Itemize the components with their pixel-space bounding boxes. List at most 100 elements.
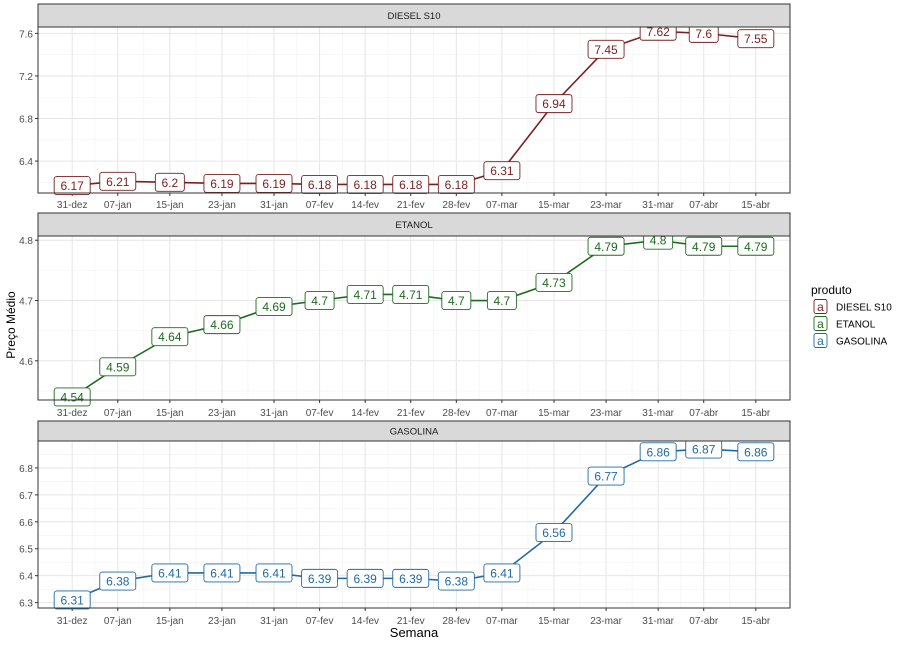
y-tick-label: 6.8 [19,464,33,475]
x-tick-label: 14-fev [351,200,379,211]
x-tick-label: 28-fev [442,200,470,211]
data-label-box [154,172,185,192]
facet-strip [37,212,791,237]
data-label-box [392,568,430,588]
x-tick-label: 31-mar [642,616,674,627]
data-label-box [255,173,293,193]
x-tick-label: 07-mar [486,200,518,211]
x-tick-label: 07-jan [104,200,132,211]
data-label-box [587,236,625,256]
data-label-box [203,173,241,193]
data-label-box [737,236,775,256]
x-tick-label: 07-mar [486,408,518,419]
y-axis-title: Preço Médio [4,291,18,359]
x-tick-label: 15-mar [538,408,570,419]
x-tick-label: 15-abr [741,408,771,419]
x-tick-label: 07-fev [306,200,334,211]
x-tick-label: 28-fev [442,616,470,627]
data-label-box [685,236,723,256]
data-label-box [483,563,521,583]
x-tick-label: 15-abr [741,200,771,211]
facet-strip-label: GASOLINA [390,427,439,438]
data-label: 6.77 [594,470,618,484]
x-tick-label: 15-abr [741,616,771,627]
data-label: 6.31 [61,593,85,607]
x-tick-label: 07-fev [306,616,334,627]
data-label: 4.71 [399,288,423,302]
y-tick-label: 6.6 [19,518,33,529]
data-label: 6.31 [490,164,514,178]
data-label: 6.18 [445,178,469,192]
x-tick-label: 23-mar [590,616,622,627]
y-tick-label: 7.6 [19,29,33,40]
data-label: 6.18 [353,178,377,192]
x-tick-label: 21-fev [397,616,425,627]
x-tick-label: 15-mar [538,200,570,211]
data-label: 4.64 [158,330,182,344]
legend-label: DIESEL S10 [836,303,892,314]
data-label: 6.39 [308,572,332,586]
data-label-box [346,285,384,304]
x-tick-label: 21-fev [397,200,425,211]
x-tick-label: 07-jan [104,408,132,419]
y-tick-label: 6.5 [19,545,33,556]
data-label: 6.39 [399,572,423,586]
x-tick-label: 31-dez [57,200,88,211]
facet-strip [37,420,791,442]
x-tick-label: 14-fev [351,408,379,419]
data-label: 6.87 [692,443,716,457]
data-label-box [151,327,189,347]
data-label-box [535,272,573,292]
data-label-box [151,563,189,583]
legend-key-box [813,299,828,314]
data-label-box [53,590,91,610]
data-label-box [99,171,137,191]
panel-background [38,236,790,400]
x-tick-label: 15-jan [156,200,184,211]
y-tick-label: 4.7 [19,297,33,308]
x-tick-label: 23-jan [208,408,236,419]
x-tick-label: 23-jan [208,616,236,627]
data-label: 4.59 [106,360,130,374]
x-tick-label: 14-fev [351,616,379,627]
data-label: 6.17 [61,179,85,193]
y-tick-label: 6.8 [19,115,33,126]
data-label-box [99,357,137,377]
data-label-box [301,568,339,588]
data-label-box [587,466,625,486]
data-label: 4.8 [650,234,667,248]
data-label: 6.86 [646,445,670,459]
data-label-box [535,523,573,543]
data-label-box [203,563,241,583]
y-tick-label: 6.3 [19,599,33,610]
data-label: 4.66 [210,318,234,332]
data-label-box [737,442,775,462]
data-label: 6.18 [308,178,332,192]
data-label-box [346,568,384,588]
data-label: 6.19 [262,177,286,191]
x-axis-title: Semana [390,625,439,640]
data-label: 6.39 [353,572,377,586]
x-tick-label: 15-mar [538,616,570,627]
y-tick-label: 4.8 [19,236,33,247]
facet-strip [37,3,791,28]
data-label: 6.38 [445,575,469,589]
data-label-box [255,297,293,316]
facet-strip-label: DIESEL S10 [388,11,441,22]
data-label: 7.45 [594,43,618,57]
data-label: 6.41 [490,566,514,580]
data-label: 6.21 [106,175,130,189]
x-tick-label: 31-mar [642,200,674,211]
legend-key-glyph: a [817,334,824,348]
y-tick-label: 6.4 [19,157,33,168]
data-label: 4.69 [262,300,286,314]
x-tick-label: 15-jan [156,616,184,627]
data-label-box [441,291,472,310]
data-label: 6.2 [162,176,179,190]
data-label: 6.18 [399,178,423,192]
legend-key-glyph: a [817,300,824,314]
legend-label: GASOLINA [836,337,887,348]
x-tick-label: 07-jan [104,616,132,627]
data-label: 6.41 [158,566,182,580]
data-label: 7.55 [744,32,768,46]
